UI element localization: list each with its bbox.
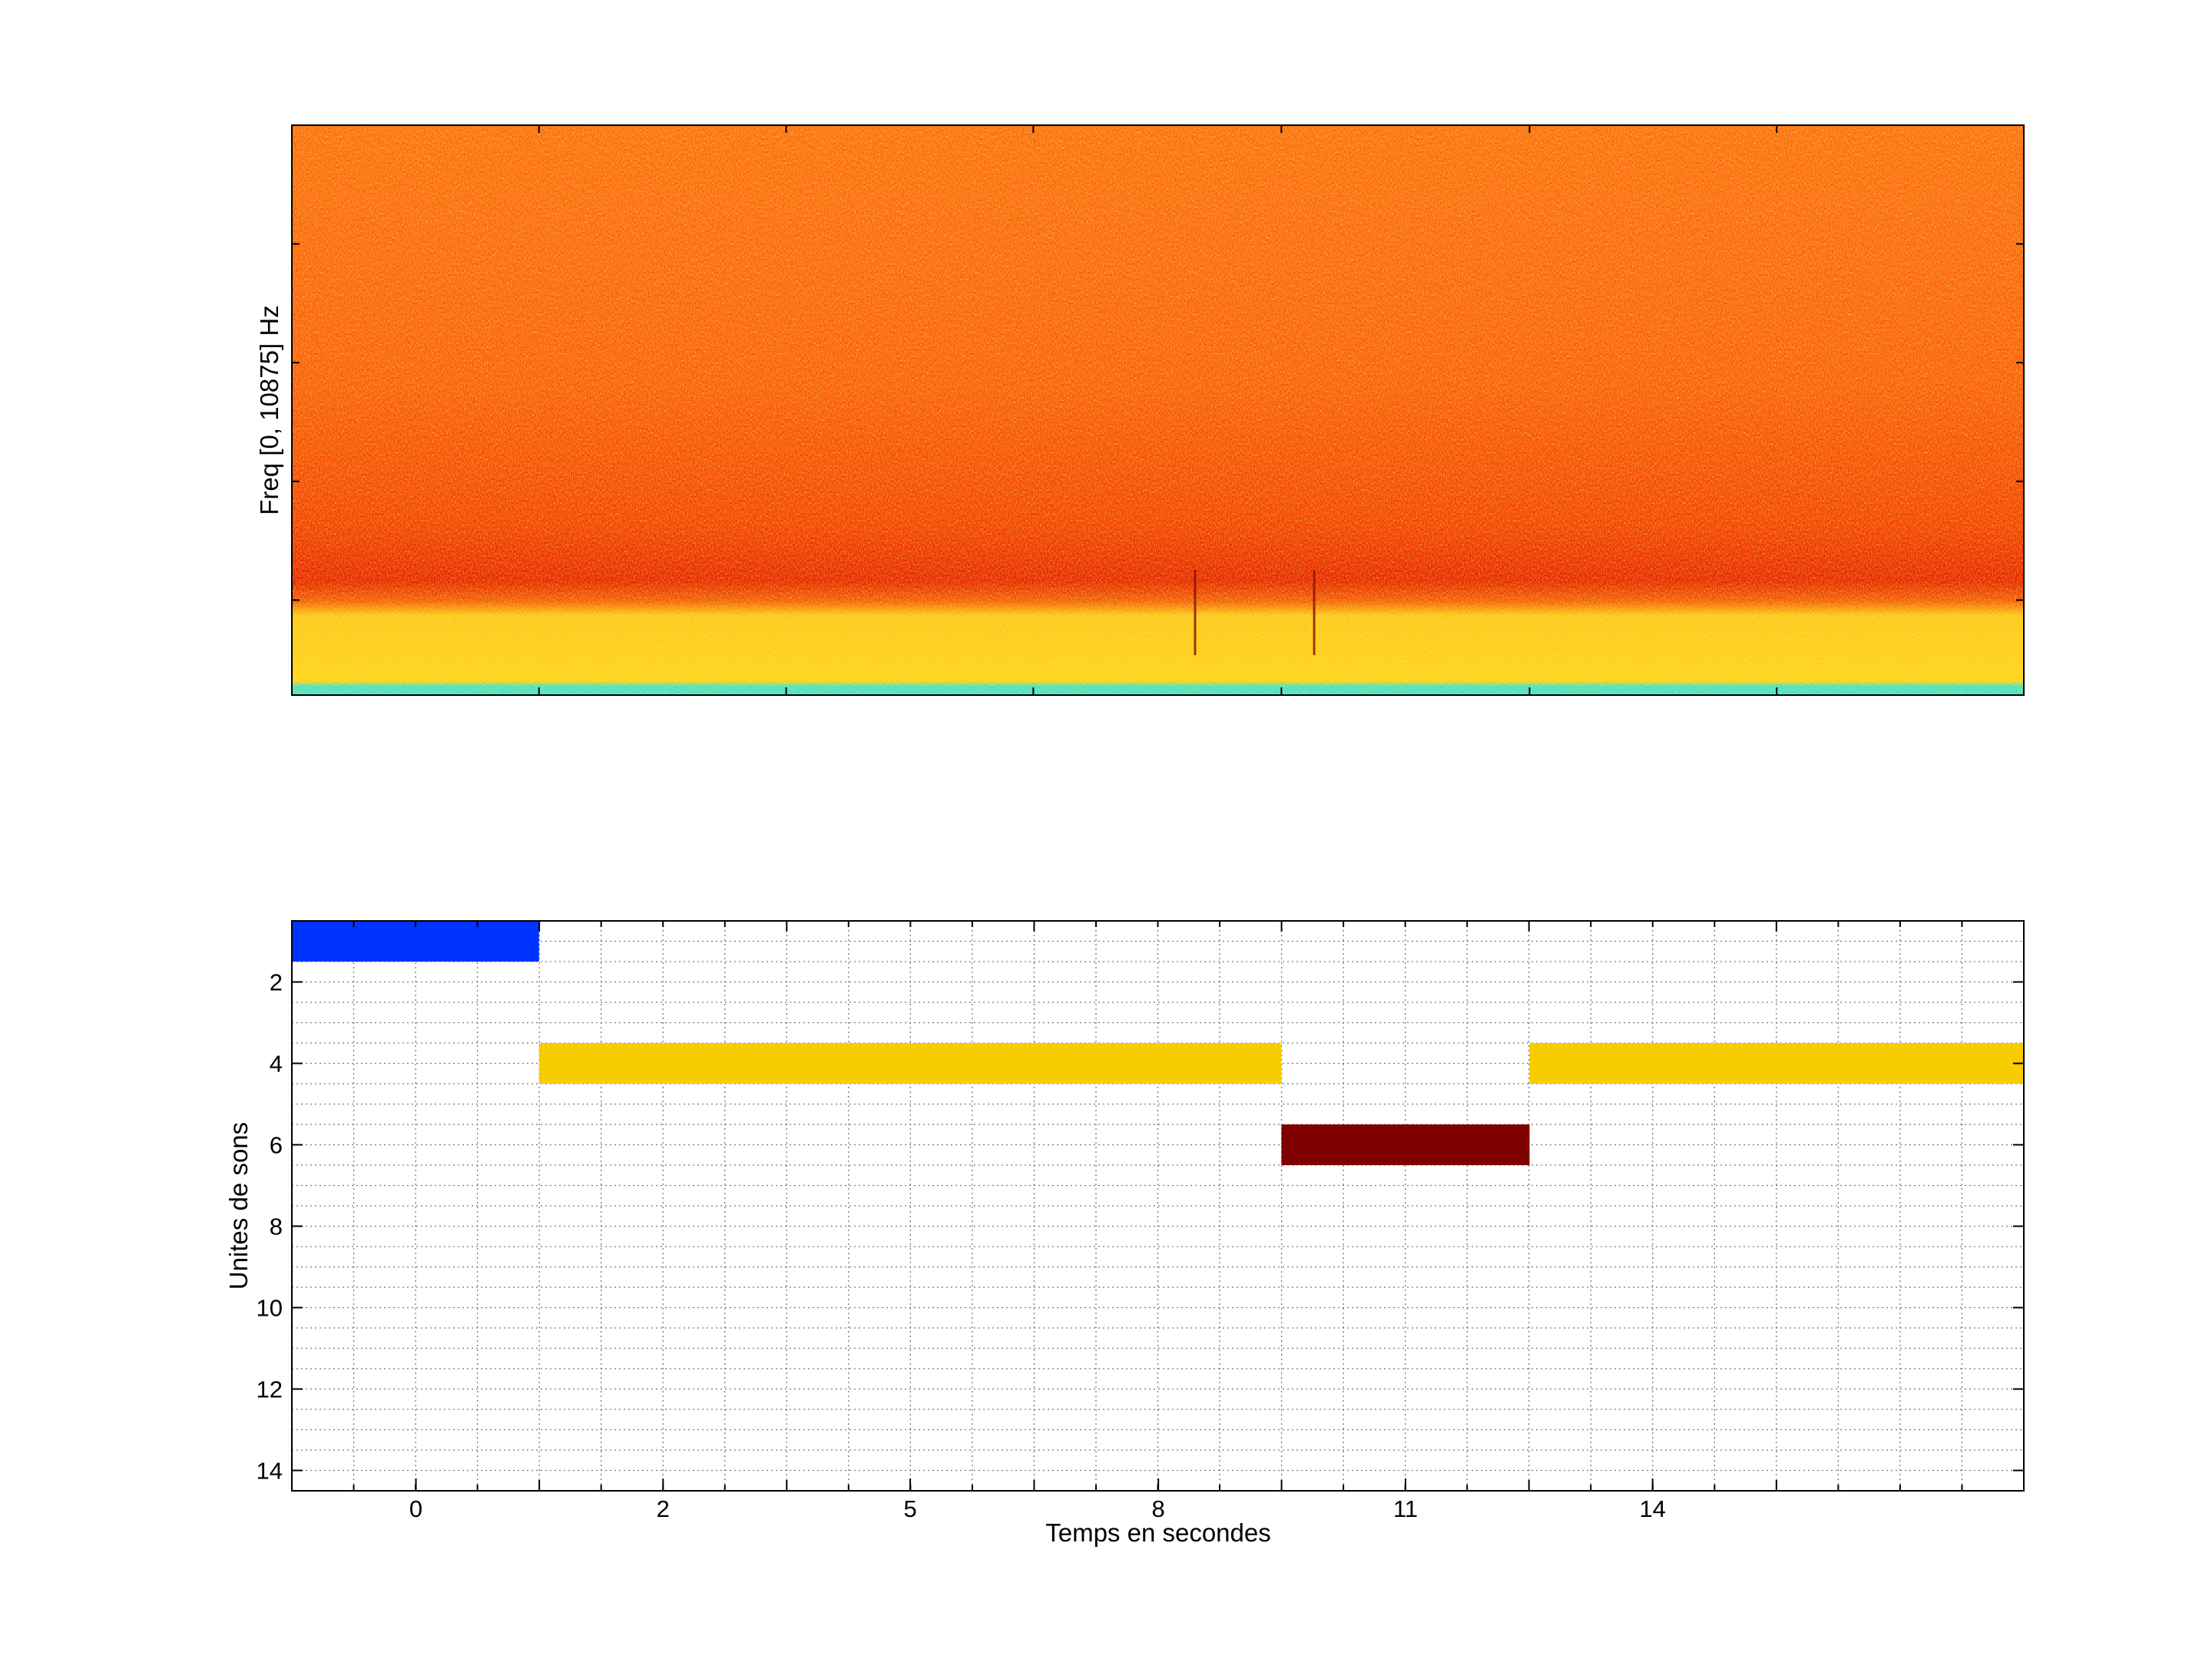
y-tick-labels: 2 4 6 8 10 12 14 — [257, 969, 2024, 1485]
spectrogram-speckle — [292, 125, 2024, 695]
x-tick-label: 2 — [657, 1495, 670, 1522]
y-tick-label: 6 — [270, 1132, 283, 1159]
x-tick-label: 11 — [1393, 1495, 1418, 1522]
x-tick-label: 5 — [903, 1495, 916, 1522]
plot-frame — [291, 920, 2025, 1492]
spectrogram-frame — [291, 124, 2025, 696]
transient-marks — [1194, 569, 1316, 656]
segments — [292, 921, 2024, 1165]
segment-bar-1 — [292, 921, 539, 962]
x-tick-labels: 0 2 5 8 11 14 — [409, 1479, 1666, 1522]
segment-bar-3 — [1281, 1124, 1530, 1165]
y-tick-label: 8 — [270, 1214, 283, 1240]
spectrogram-y-axis-label: Freq [0, 10875] Hz — [255, 305, 283, 515]
y-tick-label: 4 — [270, 1051, 283, 1078]
segment-bar-4 — [1529, 1043, 2024, 1084]
y-axis-label: Unites de sons — [224, 1122, 253, 1290]
x-axis-label: Temps en secondes — [1045, 1518, 1271, 1547]
y-tick-label: 12 — [257, 1376, 283, 1403]
segment-bar-2 — [538, 1043, 1282, 1084]
x-tick-label: 0 — [409, 1495, 422, 1522]
x-tick-label: 8 — [1152, 1495, 1165, 1522]
sound-units-panel: 0 2 5 8 11 14 2 4 6 8 10 12 14 Temps en secondes Un… — [224, 920, 2025, 1547]
spectrogram-panel: Freq [0, 10875] Hz — [255, 124, 2025, 696]
y-tick-label: 14 — [257, 1458, 283, 1485]
spectrogram-ticks — [292, 125, 2024, 695]
y-tick-label: 10 — [257, 1295, 283, 1322]
x-tick-label: 14 — [1639, 1495, 1665, 1522]
y-tick-label: 2 — [270, 969, 283, 996]
